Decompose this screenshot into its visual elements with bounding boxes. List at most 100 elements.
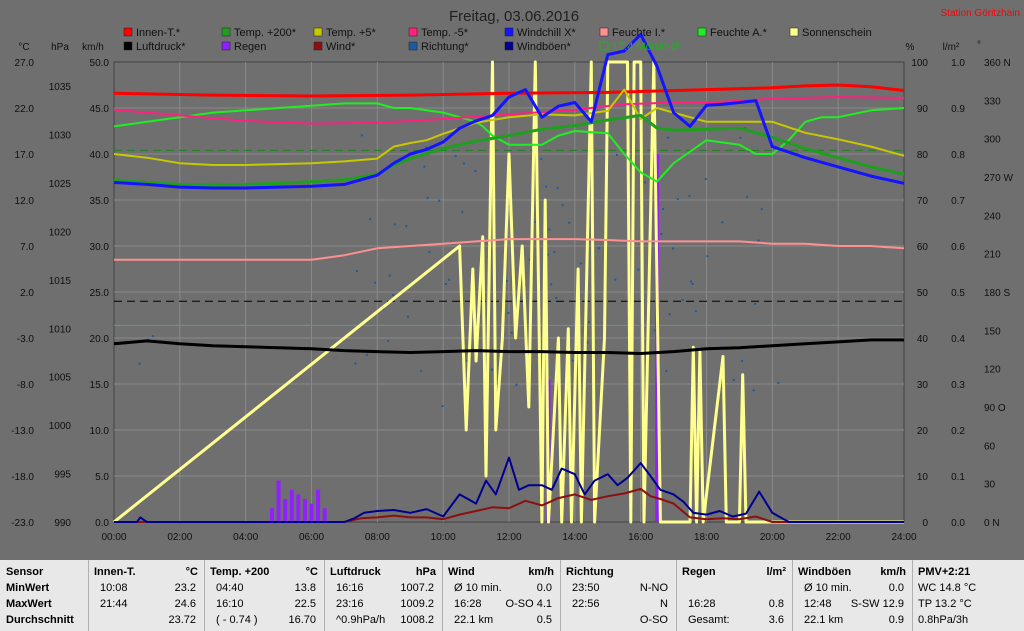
direction-point	[665, 369, 668, 372]
y-tick-label-percent: 100	[911, 58, 928, 69]
x-tick-label: 08:00	[365, 532, 390, 543]
y-tick-label-kmh: 15.0	[90, 380, 110, 391]
y-tick-label-degree: 30	[984, 480, 996, 491]
stats-time: ^0.9hPa/h	[336, 614, 386, 626]
legend-swatch	[123, 27, 133, 37]
stats-value: 0.0	[536, 582, 552, 594]
stats-column: Temp. +200 °C 04:40 13.8 16:10 22.5 ( - 0.74 )…	[204, 560, 325, 631]
y-tick-label-hpa: 1005	[49, 373, 72, 384]
stats-column: Richtung 23:50 N-NO 22:56 N O-SO	[560, 560, 677, 631]
y-tick-label-percent: 40	[917, 334, 929, 345]
stats-value: 23.72	[168, 614, 196, 626]
rain-bar	[276, 480, 281, 522]
stats-column: Luftdruck hPa 16:16 1007.2 23:16 1009.2 ^0.9hP…	[324, 560, 443, 631]
stats-time: Ø 10 min.	[804, 582, 852, 594]
stats-column: Windböen km/h Ø 10 min. 0.0 12:48 S-SW 12.9 22…	[792, 560, 913, 631]
y-tick-label-celsius: 7.0	[20, 242, 34, 253]
y-tick-label-celsius: 2.0	[20, 288, 34, 299]
direction-point	[426, 196, 429, 199]
direction-point	[588, 321, 590, 324]
direction-point	[540, 157, 543, 160]
series-line	[114, 238, 905, 261]
y-tick-label-degree: 90 O	[984, 403, 1006, 414]
direction-point	[643, 181, 646, 184]
series-line	[113, 32, 905, 190]
stats-column: Wind km/h Ø 10 min. 0.0 16:28 O-SO 4.1 22.1 km…	[442, 560, 561, 631]
x-tick-label: 14:00	[562, 532, 587, 543]
direction-point	[406, 315, 409, 318]
legend-label: Luftdruck*	[136, 41, 186, 53]
stats-column: Regen l/m² 16:28 0.8 Gesamt: 3.6	[676, 560, 793, 631]
stats-time: 04:40	[216, 582, 244, 594]
x-tick-label: 10:00	[431, 532, 456, 543]
direction-point	[546, 253, 549, 256]
direction-point	[545, 185, 548, 188]
stats-time: 21:44	[100, 598, 128, 610]
stats-time: Gesamt:	[688, 614, 730, 626]
y-tick-label-degree: 180 S	[984, 288, 1010, 299]
stats-value: S-SW 12.9	[850, 598, 904, 610]
rain-bar	[270, 508, 274, 522]
y-tick-label-percent: 30	[917, 380, 929, 391]
y-tick-label-hpa: 1015	[49, 276, 72, 287]
y-tick-label-celsius: -13.0	[11, 426, 34, 437]
direction-point	[556, 187, 559, 190]
y-tick-label-rain: 0.6	[951, 242, 965, 253]
stats-header: Temp. +200	[210, 566, 270, 578]
y-tick-label-kmh: 50.0	[90, 58, 110, 69]
stats-value: TP 13.2 °C	[918, 598, 972, 610]
direction-point	[388, 274, 391, 277]
legend-swatch	[221, 27, 231, 37]
x-tick-label: 16:00	[628, 532, 653, 543]
legend-label: 17.4 Monat-Ø	[612, 41, 680, 53]
stats-value: 0.5	[536, 614, 552, 626]
y-tick-label-rain: 0.9	[951, 104, 965, 115]
direction-point	[691, 282, 694, 285]
direction-point	[615, 153, 618, 156]
y-tick-label-hpa: 1000	[49, 421, 72, 432]
series-line	[113, 83, 905, 98]
y-tick-label-celsius: -8.0	[17, 380, 35, 391]
direction-point	[667, 136, 669, 139]
direction-point	[392, 294, 395, 297]
x-tick-label: 00:00	[101, 532, 126, 543]
stats-unit: km/h	[880, 566, 906, 578]
direction-point	[652, 241, 655, 244]
direction-point	[662, 208, 665, 211]
series-lines	[113, 32, 905, 524]
series-line	[113, 113, 905, 187]
direction-point	[505, 280, 508, 283]
y-tick-label-kmh: 35.0	[90, 196, 110, 207]
stats-time: 22.1 km	[804, 614, 844, 626]
legend-swatch	[504, 41, 514, 51]
stats-value: O-SO 4.1	[505, 598, 552, 610]
x-tick-label: 20:00	[760, 532, 785, 543]
stats-time: ( - 0.74 )	[216, 614, 258, 626]
direction-point	[741, 360, 744, 363]
direction-point	[528, 258, 531, 261]
direction-point	[533, 220, 536, 223]
direction-point	[555, 296, 558, 299]
direction-point	[550, 283, 553, 286]
y-tick-label-celsius: 17.0	[15, 150, 35, 161]
legend-label: Feuchte A.*	[710, 27, 768, 39]
stats-value: WC 14.8 °C	[918, 582, 977, 594]
direction-point	[752, 389, 755, 392]
stats-time: 16:28	[454, 598, 482, 610]
legend-swatch	[408, 27, 418, 37]
y-tick-label-rain: 1.0	[951, 58, 965, 69]
y-tick-label-degree: 240	[984, 211, 1001, 222]
y-tick-label-rain: 0.3	[951, 380, 965, 391]
direction-point	[653, 329, 656, 332]
stats-value: 1007.2	[400, 582, 434, 594]
stats-time: 16:10	[216, 598, 244, 610]
stats-value: MinWert	[6, 582, 50, 594]
legend-label: Temp. -5*	[421, 27, 469, 39]
stats-header: Regen	[682, 566, 716, 578]
y-tick-label-celsius: 27.0	[15, 58, 35, 69]
y-tick-label-kmh: 25.0	[90, 288, 110, 299]
direction-point	[355, 270, 358, 273]
stats-header: PMV+2:21	[918, 566, 971, 578]
y-tick-label-rain: 0.0	[951, 518, 965, 529]
legend-swatch	[697, 27, 707, 37]
